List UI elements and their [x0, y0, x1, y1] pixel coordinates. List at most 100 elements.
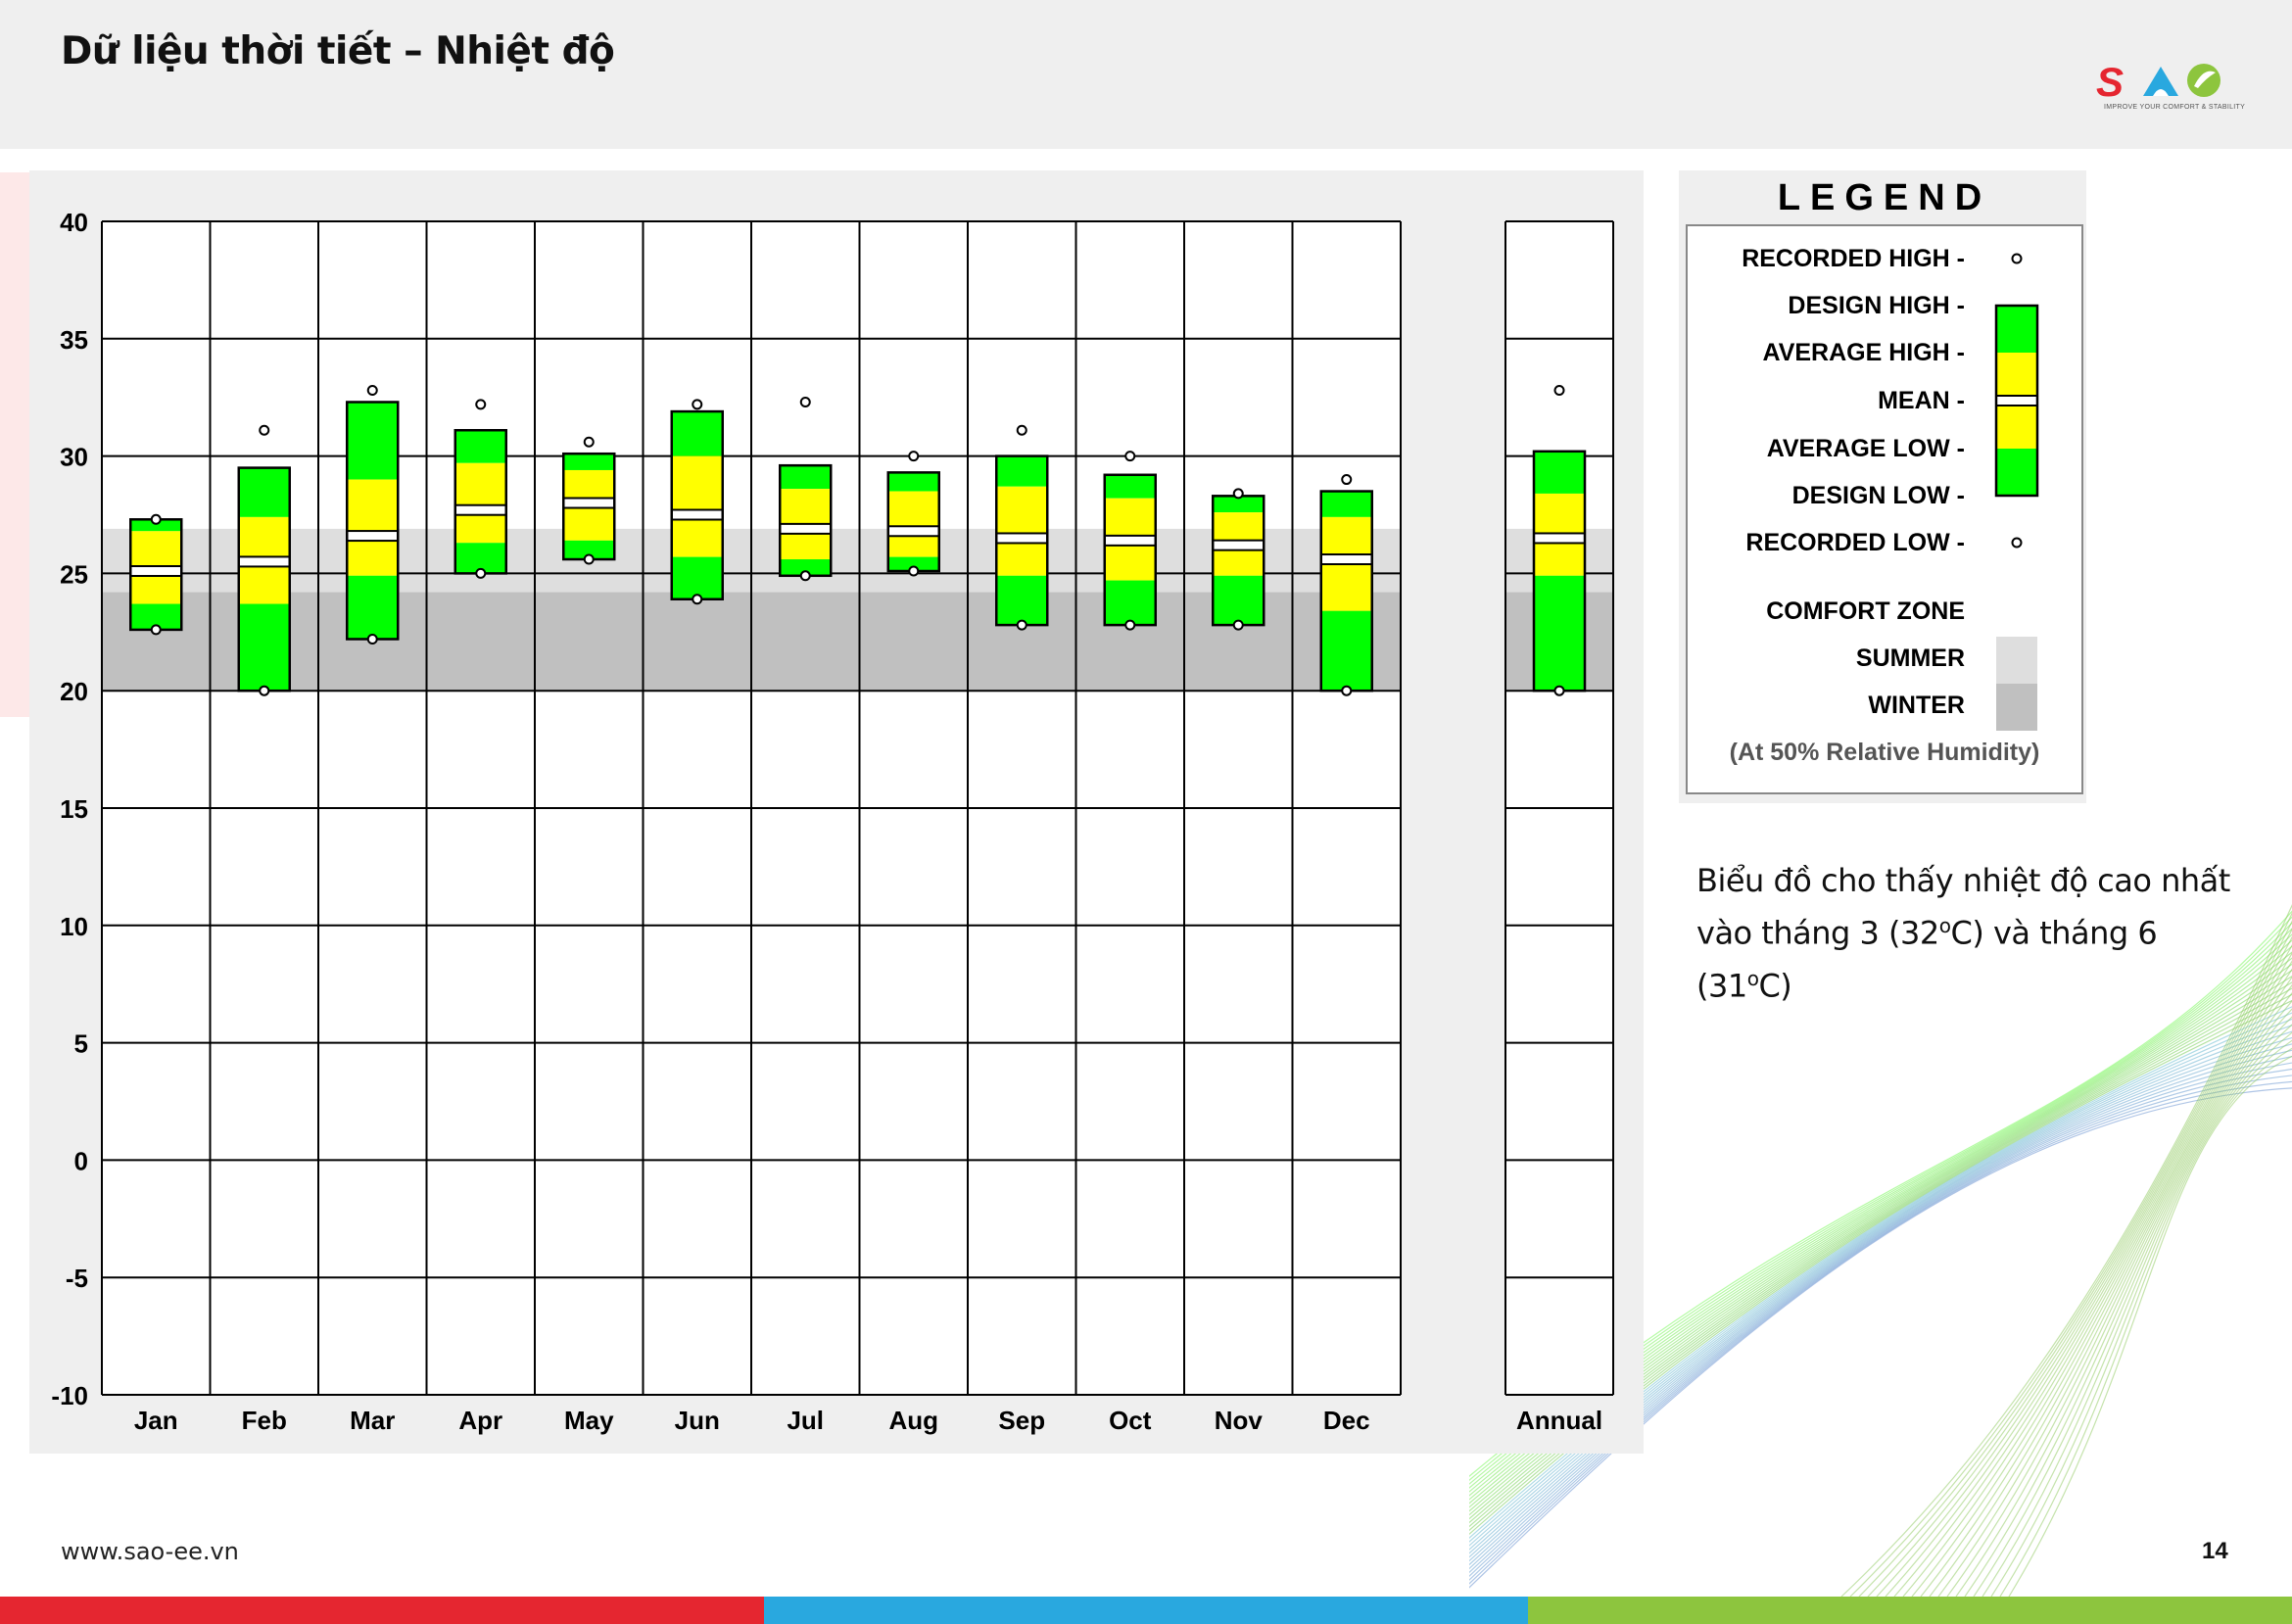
- design-high-band-annual: [1534, 451, 1585, 494]
- recorded-high-point-apr: [475, 399, 487, 410]
- y-tick-label: 40: [60, 208, 88, 237]
- deco-line: [1973, 1024, 2292, 1597]
- deco-line: [1469, 1087, 2292, 1589]
- deco-line: [1867, 928, 2292, 1597]
- page-number: 14: [2202, 1538, 2228, 1564]
- legend-item-label: AVERAGE LOW -: [1767, 435, 1965, 462]
- x-tick-label: Oct: [1109, 1406, 1152, 1435]
- mean-marker-jul: [779, 522, 833, 535]
- design-high-band-oct: [1104, 474, 1156, 499]
- legend-bar-outline: [1994, 304, 2039, 498]
- deco-line: [1469, 1069, 2292, 1577]
- logo-a: [2143, 67, 2178, 96]
- legend-item-label: RECORDED HIGH -: [1742, 245, 1965, 272]
- chart-caption: Biểu đồ cho thấy nhiệt độ cao nhất vào t…: [1696, 858, 2245, 1008]
- legend-summer-label: SUMMER: [1856, 645, 1965, 672]
- legend-winter-swatch: [1996, 684, 2037, 731]
- recorded-low-point-apr: [475, 567, 487, 579]
- recorded-high-point-may: [583, 436, 595, 448]
- recorded-low-point-dec: [1341, 685, 1353, 696]
- deco-line: [1929, 983, 2292, 1597]
- deco-line: [1893, 952, 2292, 1597]
- legend-mean-swatch: [1995, 395, 2038, 406]
- design-high-band-dec: [1320, 491, 1372, 517]
- deco-line: [1964, 1016, 2292, 1597]
- deco-line: [1469, 1056, 2292, 1570]
- mean-marker-annual: [1533, 532, 1586, 545]
- y-tick-label: 10: [60, 912, 88, 941]
- average-band-jun: [671, 455, 723, 557]
- page-title: Dữ liệu thời tiết – Nhiệt độ: [61, 29, 615, 73]
- mean-marker-nov: [1212, 539, 1265, 551]
- recorded-low-point-sep: [1016, 619, 1027, 631]
- y-tick-label: 25: [60, 559, 88, 589]
- recorded-high-point-dec: [1341, 474, 1353, 486]
- legend-item-label: AVERAGE HIGH -: [1763, 339, 1966, 366]
- recorded-low-point-mar: [366, 633, 378, 645]
- footer-url[interactable]: www.sao-ee.vn: [61, 1538, 239, 1565]
- deco-line: [1955, 1008, 2292, 1597]
- deco-line: [1469, 1080, 2292, 1585]
- design-high-band-jul: [780, 465, 832, 490]
- deco-line: [1840, 903, 2292, 1597]
- design-low-band-feb: [238, 603, 290, 692]
- deco-line: [1999, 1047, 2292, 1597]
- temperature-chart: 40 35 30 25 20 15 10 5 0 -5 -10 Jan Feb Mar Apr May Jun J…: [51, 208, 1614, 1435]
- recorded-high-point-oct: [1124, 451, 1136, 462]
- design-low-band-annual: [1534, 575, 1585, 692]
- y-tick-label: 35: [60, 325, 88, 355]
- deco-line: [1946, 1000, 2292, 1597]
- x-tick-label: Aug: [888, 1406, 938, 1435]
- footer-bar-green: [1528, 1597, 2292, 1624]
- x-tick-label: Nov: [1215, 1406, 1264, 1435]
- recorded-low-point-jun: [692, 594, 703, 605]
- chart-panel: 40 35 30 25 20 15 10 5 0 -5 -10 Jan Feb Mar Apr May Jun J…: [29, 170, 1644, 1454]
- design-high-band-may: [563, 454, 615, 470]
- legend-summer-swatch: [1996, 637, 2037, 684]
- y-tick-label: 5: [74, 1029, 88, 1059]
- recorded-low-point-may: [583, 553, 595, 565]
- legend-recorded-low-symbol: [2011, 537, 2023, 549]
- average-band-apr: [454, 462, 506, 544]
- logo-tagline: IMPROVE YOUR COMFORT & STABILITY: [2104, 104, 2246, 111]
- legend-title: LEGEND: [1778, 177, 1991, 218]
- deco-line: [1469, 1049, 2292, 1566]
- left-accent: [0, 172, 29, 717]
- average-band-mar: [347, 479, 399, 576]
- design-high-band-nov: [1213, 496, 1265, 513]
- legend-design-low-swatch: [1996, 449, 2037, 496]
- mean-marker-sep: [995, 532, 1049, 545]
- legend-item-label: RECORDED LOW -: [1745, 529, 1965, 556]
- design-low-band-mar: [347, 575, 399, 640]
- x-tick-label: Apr: [458, 1406, 502, 1435]
- deco-line: [1885, 944, 2292, 1597]
- legend-design-high-swatch: [1996, 306, 2037, 353]
- sao-logo: S: [2096, 59, 2220, 105]
- slide-header: Dữ liệu thời tiết – Nhiệt độ S IMPROVE Y…: [0, 0, 2292, 149]
- design-low-band-may: [563, 540, 615, 560]
- footer-bar-red: [0, 1597, 764, 1624]
- x-tick-label: Mar: [350, 1406, 395, 1435]
- deco-line: [1990, 1039, 2292, 1597]
- recorded-low-point-aug: [908, 565, 920, 577]
- x-tick-label: Annual: [1516, 1406, 1602, 1435]
- design-low-band-dec: [1320, 610, 1372, 692]
- recorded-high-point-aug: [908, 451, 920, 462]
- mean-marker-aug: [886, 525, 940, 538]
- recorded-high-point-jun: [692, 399, 703, 410]
- y-tick-label: 0: [74, 1146, 88, 1175]
- recorded-low-point-nov: [1232, 619, 1244, 631]
- caption-line-1: Biểu đồ cho thấy nhiệt độ cao nhất: [1696, 862, 2230, 899]
- y-tick-label: 20: [60, 677, 88, 706]
- deco-line: [1920, 976, 2292, 1597]
- recorded-high-point-annual: [1553, 385, 1565, 397]
- deco-line: [1876, 935, 2292, 1597]
- y-tick-label: -10: [51, 1381, 88, 1410]
- caption-line-2: vào tháng 3 (32oC) và tháng 6 (31oC): [1696, 914, 2158, 1005]
- recorded-high-point-jan: [150, 513, 162, 525]
- deco-line: [2008, 1055, 2292, 1597]
- design-high-band-jan: [130, 519, 182, 532]
- design-high-band-aug: [887, 472, 939, 492]
- design-high-band-mar: [347, 402, 399, 480]
- legend-item-label: DESIGN HIGH -: [1788, 292, 1965, 319]
